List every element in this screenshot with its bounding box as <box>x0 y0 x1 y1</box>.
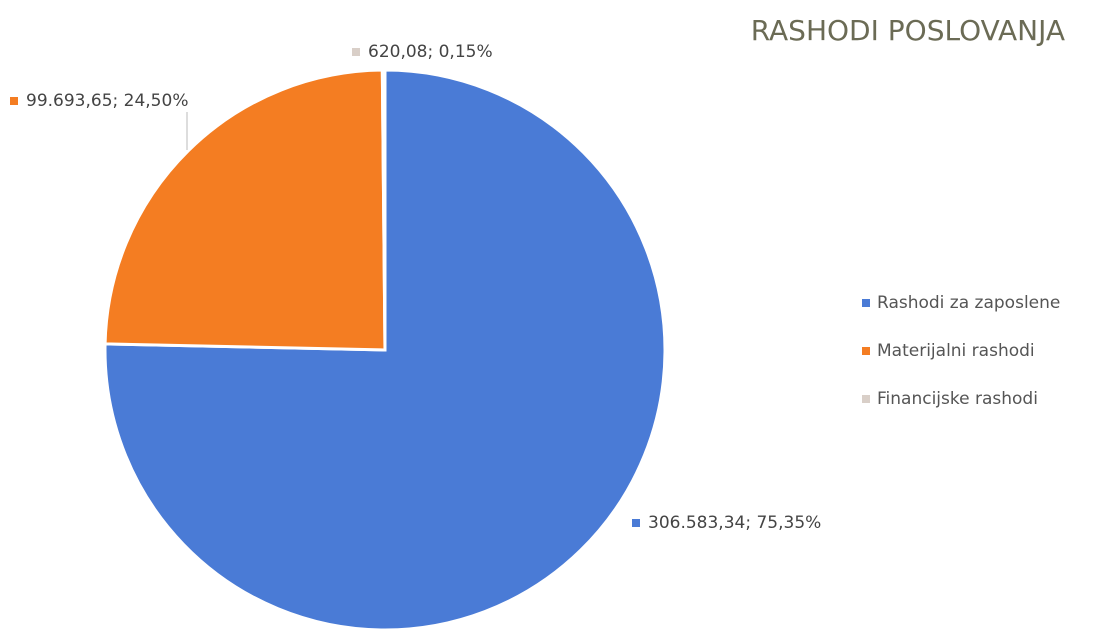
legend-label: Rashodi za zaposlene <box>877 293 1060 313</box>
label-marker <box>10 97 18 105</box>
legend-marker <box>862 299 870 307</box>
chart-title: RASHODI POSLOVANJA <box>751 14 1065 47</box>
pie-slice <box>380 68 387 351</box>
legend-marker <box>862 347 870 355</box>
pie-slice <box>103 68 387 352</box>
data-label: 99.693,65; 24,50% <box>26 91 188 111</box>
label-marker <box>632 519 640 527</box>
legend-label: Financijske rashodi <box>877 389 1038 409</box>
data-label: 306.583,34; 75,35% <box>648 513 821 533</box>
legend-label: Materijalni rashodi <box>877 341 1035 361</box>
data-label: 620,08; 0,15% <box>368 42 493 62</box>
label-marker <box>352 48 360 56</box>
legend-marker <box>862 395 870 403</box>
